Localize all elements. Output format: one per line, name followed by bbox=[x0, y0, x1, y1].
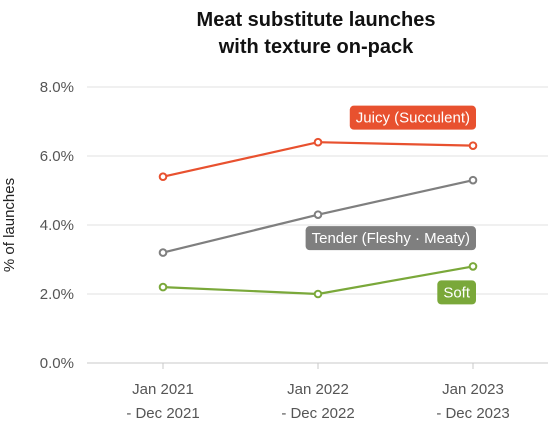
data-point-soft bbox=[158, 282, 168, 292]
y-tick-label: 8.0% bbox=[40, 79, 74, 96]
y-tick-label: 0.0% bbox=[40, 355, 74, 372]
data-point-soft bbox=[468, 262, 478, 271]
chart-title-line-1: Meat substitute launches bbox=[197, 9, 436, 31]
y-axis-label: % of launches bbox=[1, 178, 18, 272]
y-tick-label: 4.0% bbox=[40, 217, 74, 234]
series-label-badge bbox=[349, 105, 476, 130]
series-label-badge bbox=[437, 280, 476, 305]
series-line-juicy-succulent bbox=[162, 141, 474, 178]
x-axis-ticks: Jan 2021 - Dec 2021 Jan 2022 - Dec 2022 Jan … bbox=[126, 363, 510, 422]
y-axis-ticks: 0.0% 2.0% 4.0% 6.0% 8.0% bbox=[40, 79, 74, 372]
x-tick-label: Jan 2022 bbox=[287, 381, 349, 398]
data-point-tender-fleshy-meaty bbox=[158, 248, 168, 257]
series-label-badge bbox=[305, 226, 476, 251]
gridlines bbox=[87, 86, 548, 364]
x-tick-label: Jan 2023 bbox=[442, 381, 504, 398]
y-tick-label: 2.0% bbox=[40, 286, 74, 303]
series-label-juicy-succulent: Juicy (Succulent) bbox=[349, 105, 476, 130]
data-point-juicy-succulent bbox=[313, 137, 323, 147]
x-tick-label: - Dec 2021 bbox=[126, 405, 199, 422]
series-label-tender-fleshy-meaty: Tender (Fleshy · Meaty) bbox=[305, 226, 476, 251]
series-label-text: Juicy (Succulent) bbox=[356, 110, 470, 127]
data-point-juicy-succulent bbox=[158, 172, 168, 181]
series-label-soft: Soft bbox=[437, 280, 476, 305]
series-lines bbox=[158, 137, 478, 299]
series-label-text: Tender (Fleshy · Meaty) bbox=[312, 230, 470, 247]
x-tick-label: - Dec 2023 bbox=[436, 405, 509, 422]
x-tick-label: - Dec 2022 bbox=[281, 405, 354, 422]
data-point-tender-fleshy-meaty bbox=[468, 175, 478, 185]
chart-title: Meat substitute launches with texture on… bbox=[197, 9, 436, 58]
x-tick-label: Jan 2021 bbox=[132, 381, 194, 398]
chart-title-line-2: with texture on-pack bbox=[218, 36, 414, 58]
y-tick-label: 6.0% bbox=[40, 148, 74, 165]
data-point-juicy-succulent bbox=[468, 141, 478, 150]
data-point-tender-fleshy-meaty bbox=[313, 210, 323, 219]
series-label-text: Soft bbox=[443, 284, 471, 301]
data-point-soft bbox=[313, 289, 323, 299]
series-labels: Juicy (Succulent) Tender (Fleshy · Meaty)… bbox=[305, 105, 476, 305]
